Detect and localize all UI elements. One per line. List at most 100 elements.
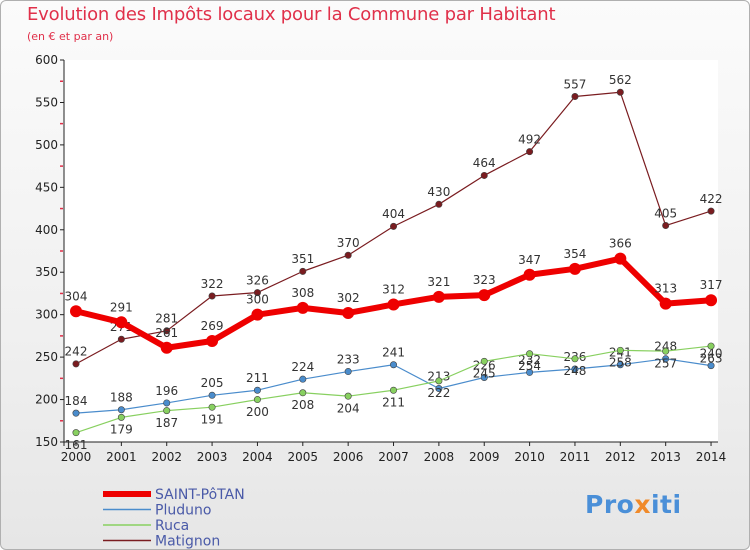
x-tick-label-2005: 2005: [288, 450, 319, 464]
data-label-pluduno-2006: 233: [337, 352, 360, 366]
y-tick-label-300: 300: [35, 308, 58, 322]
legend-label-ruca: Ruca: [155, 518, 189, 534]
data-label-ruca-2014: 263: [700, 351, 723, 365]
x-tick-label-2007: 2007: [378, 450, 409, 464]
data-label-pluduno-2008: 213: [427, 369, 450, 383]
point-ruca-2013: [662, 347, 670, 355]
point-pluduno-2000: [72, 409, 80, 417]
data-label-ruca-2010: 254: [518, 359, 541, 373]
point-ruca-2010: [526, 350, 534, 358]
point-matignon-2008: [435, 200, 443, 208]
data-label-ruca-2007: 211: [382, 395, 405, 409]
point-pluduno-2009: [480, 373, 488, 381]
y-tick-label-550: 550: [35, 95, 58, 109]
point-matignon-2005: [299, 267, 307, 275]
legend-label-matignon: Matignon: [155, 534, 220, 550]
point-matignon-2004: [253, 289, 261, 297]
point-pluduno-2014: [707, 362, 715, 370]
chart-title: Evolution des Impôts locaux pour la Comm…: [27, 4, 556, 25]
point-pluduno-2001: [117, 406, 125, 414]
point-ruca-2003: [208, 403, 216, 411]
point-pluduno-2010: [526, 368, 534, 376]
point-matignon-2002: [163, 327, 171, 335]
x-tick-label-2003: 2003: [197, 450, 228, 464]
data-label-matignon-2012: 562: [609, 73, 632, 87]
point-matignon-2000: [72, 360, 80, 368]
y-tick-label-500: 500: [35, 138, 58, 152]
point-saint-p-tan-2008: [432, 290, 445, 303]
x-tick-label-2004: 2004: [242, 450, 273, 464]
data-label-ruca-2003: 191: [201, 412, 224, 426]
data-label-saint-p-tan-2002: 261: [155, 326, 178, 340]
data-label-saint-p-tan-2011: 354: [564, 247, 587, 261]
data-label-saint-p-tan-2006: 302: [337, 291, 360, 305]
logo-part-1: Pro: [585, 490, 635, 519]
x-tick-label-2010: 2010: [514, 450, 545, 464]
proxiti-logo: Proxiti: [585, 490, 682, 519]
data-label-matignon-2009: 464: [473, 156, 496, 170]
data-label-saint-p-tan-2012: 366: [609, 237, 632, 251]
data-label-saint-p-tan-2004: 300: [246, 293, 269, 307]
data-label-pluduno-2009: 226: [473, 358, 496, 372]
point-ruca-2002: [163, 407, 171, 415]
data-label-saint-p-tan-2005: 308: [291, 286, 314, 300]
point-pluduno-2011: [571, 365, 579, 373]
point-matignon-2001: [117, 335, 125, 343]
logo-part-2: x: [634, 490, 651, 519]
y-tick-label-150: 150: [35, 435, 58, 449]
data-label-matignon-2005: 351: [291, 252, 314, 266]
point-saint-p-tan-2012: [614, 252, 627, 265]
point-ruca-2014: [707, 342, 715, 350]
point-pluduno-2007: [390, 361, 398, 369]
point-pluduno-2006: [344, 368, 352, 376]
x-tick-label-2002: 2002: [151, 450, 182, 464]
data-label-matignon-2000: 242: [65, 345, 88, 359]
data-label-ruca-2000: 161: [65, 438, 88, 452]
data-label-saint-p-tan-2003: 269: [201, 319, 224, 333]
data-label-pluduno-2010: 232: [518, 353, 541, 367]
data-label-ruca-2013: 257: [654, 356, 677, 370]
point-pluduno-2004: [253, 386, 261, 394]
point-saint-p-tan-2001: [115, 316, 128, 329]
point-ruca-2008: [435, 377, 443, 385]
data-label-matignon-2007: 404: [382, 207, 405, 221]
point-matignon-2003: [208, 292, 216, 300]
point-saint-p-tan-2003: [206, 334, 219, 347]
x-tick-label-2014: 2014: [696, 450, 727, 464]
data-label-saint-p-tan-2000: 304: [65, 289, 88, 303]
point-matignon-2009: [480, 171, 488, 179]
point-pluduno-2002: [163, 399, 171, 407]
data-label-pluduno-2002: 196: [155, 384, 178, 398]
x-tick-label-2000: 2000: [61, 450, 92, 464]
x-tick-label-2009: 2009: [469, 450, 500, 464]
point-saint-p-tan-2009: [478, 289, 491, 302]
data-label-saint-p-tan-2007: 312: [382, 282, 405, 296]
data-label-matignon-2014: 422: [700, 192, 723, 206]
data-label-saint-p-tan-2008: 321: [427, 275, 450, 289]
data-label-saint-p-tan-2010: 347: [518, 253, 541, 267]
point-saint-p-tan-2002: [160, 341, 173, 354]
data-label-saint-p-tan-2013: 313: [654, 282, 677, 296]
point-pluduno-2013: [662, 355, 670, 363]
point-ruca-2007: [390, 386, 398, 394]
data-label-matignon-2006: 370: [337, 236, 360, 250]
data-label-ruca-2012: 258: [609, 356, 632, 370]
x-tick-label-2011: 2011: [560, 450, 591, 464]
logo-part-3: iti: [650, 490, 682, 519]
data-label-ruca-2005: 208: [291, 398, 314, 412]
point-saint-p-tan-2000: [70, 305, 82, 318]
y-tick-label-350: 350: [35, 265, 58, 279]
data-label-pluduno-2014: 240: [700, 346, 723, 360]
data-label-matignon-2011: 557: [564, 77, 587, 91]
data-label-matignon-2013: 405: [654, 206, 677, 220]
data-label-matignon-2008: 430: [427, 185, 450, 199]
data-label-ruca-2001: 179: [110, 423, 133, 437]
point-pluduno-2012: [616, 361, 624, 369]
legend-label-pluduno: Pluduno: [155, 503, 211, 519]
x-tick-label-2008: 2008: [424, 450, 455, 464]
data-label-pluduno-2001: 188: [110, 391, 133, 405]
x-tick-label-2006: 2006: [333, 450, 364, 464]
data-label-pluduno-2003: 205: [201, 376, 224, 390]
